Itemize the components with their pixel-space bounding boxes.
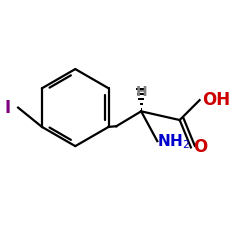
- Text: OH: OH: [202, 91, 230, 109]
- Text: I: I: [4, 98, 11, 116]
- Text: H: H: [135, 85, 147, 99]
- Text: NH$_2$: NH$_2$: [157, 132, 190, 150]
- Text: O: O: [193, 138, 208, 156]
